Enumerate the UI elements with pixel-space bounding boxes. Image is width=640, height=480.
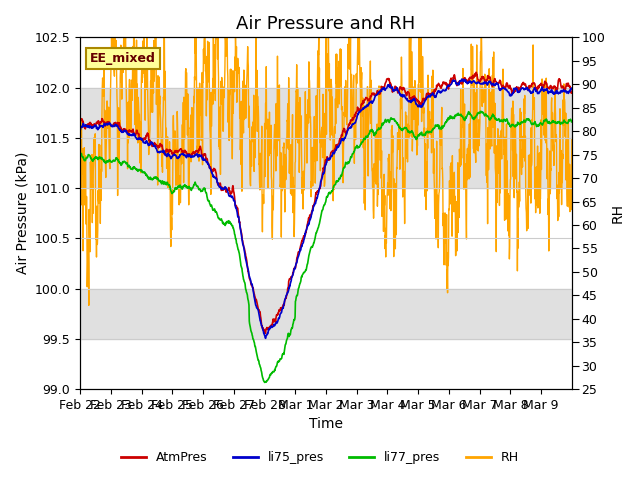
Title: Air Pressure and RH: Air Pressure and RH — [236, 15, 415, 33]
X-axis label: Time: Time — [309, 418, 343, 432]
Y-axis label: Air Pressure (kPa): Air Pressure (kPa) — [15, 152, 29, 275]
Bar — [80, 87, 572, 188]
Bar — [80, 288, 572, 339]
Y-axis label: RH: RH — [611, 203, 625, 223]
Text: EE_mixed: EE_mixed — [90, 52, 156, 65]
Legend: AtmPres, li75_pres, li77_pres, RH: AtmPres, li75_pres, li77_pres, RH — [116, 446, 524, 469]
